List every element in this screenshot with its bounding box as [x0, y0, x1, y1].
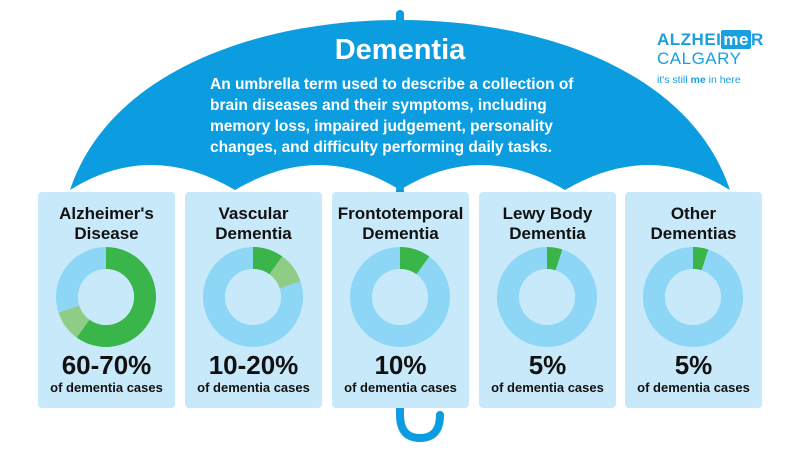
- logo-text: ALZHEI: [657, 30, 722, 49]
- tagline: it's still: [657, 74, 691, 86]
- slice-rest: [203, 247, 303, 347]
- percentage-label: 10-20%: [208, 350, 299, 380]
- card-1: Vascular Dementia 10-20% of dementia case…: [185, 192, 322, 408]
- donut-hole: [372, 269, 428, 325]
- slice-rest: [56, 247, 106, 313]
- description-line: brain diseases and their symptoms, inclu…: [210, 97, 547, 114]
- slice-primary: [76, 247, 156, 347]
- donut-hole: [78, 269, 134, 325]
- card-title: Vascular Dementia: [215, 204, 292, 243]
- donut-hole: [519, 269, 575, 325]
- percentage-label: 60-70%: [61, 350, 152, 380]
- card-4: Other Dementias 5% of dementia cases: [625, 192, 762, 408]
- donut-chart: [497, 247, 597, 347]
- donut-chart: [56, 247, 156, 347]
- donut-hole: [665, 269, 721, 325]
- card-title: Other Dementias: [650, 204, 737, 243]
- description-line: memory loss, impaired judgement, persona…: [210, 118, 553, 135]
- tagline: me: [690, 74, 706, 86]
- slice-range: [269, 256, 301, 289]
- umbrella-canopy: [70, 20, 730, 190]
- logo-text: me: [721, 30, 751, 49]
- slice-primary: [400, 247, 430, 275]
- percentage-label: 5%: [528, 350, 567, 380]
- card-0: Alzheimer's Disease 60-70% of dementia ca…: [38, 192, 175, 408]
- percentage-sublabel: of dementia cases: [637, 380, 750, 395]
- logo-text: CALGARY: [657, 49, 742, 68]
- alzheimer-calgary-logo: ALZHEI me R CALGARY it's still me in here: [657, 30, 764, 86]
- slice-range: [58, 305, 90, 338]
- logo-text: R: [750, 30, 764, 49]
- card-3: Lewy Body Dementia 5% of dementia cases: [479, 192, 616, 408]
- donut-hole: [225, 269, 281, 325]
- slice-rest: [350, 247, 450, 347]
- umbrella-handle: [396, 186, 444, 443]
- percentage-sublabel: of dementia cases: [344, 380, 457, 395]
- percentage-sublabel: of dementia cases: [50, 380, 163, 395]
- slice-primary: [253, 247, 283, 275]
- donut-chart: [203, 247, 303, 347]
- slice-rest: [643, 247, 743, 347]
- donut-chart: [350, 247, 450, 347]
- slice-primary: [547, 247, 563, 271]
- card-title: Alzheimer's Disease: [59, 204, 154, 243]
- card-2: Frontotemporal Dementia 10% of dementia c…: [332, 192, 469, 408]
- slice-primary: [693, 247, 709, 271]
- percentage-sublabel: of dementia cases: [491, 380, 604, 395]
- percentage-sublabel: of dementia cases: [197, 380, 310, 395]
- percentage-label: 5%: [674, 350, 713, 380]
- card-title: Frontotemporal Dementia: [337, 204, 464, 243]
- card-title: Lewy Body Dementia: [502, 204, 593, 243]
- page-title: Dementia: [334, 34, 466, 66]
- slice-rest: [497, 247, 597, 347]
- description: An umbrella term used to describe a coll…: [210, 74, 610, 158]
- donut-chart: [643, 247, 743, 347]
- tagline: in here: [705, 74, 741, 86]
- percentage-label: 10%: [374, 350, 427, 380]
- description-line: changes, and difficulty performing daily…: [210, 139, 552, 156]
- description-line: An umbrella term used to describe a coll…: [210, 76, 574, 93]
